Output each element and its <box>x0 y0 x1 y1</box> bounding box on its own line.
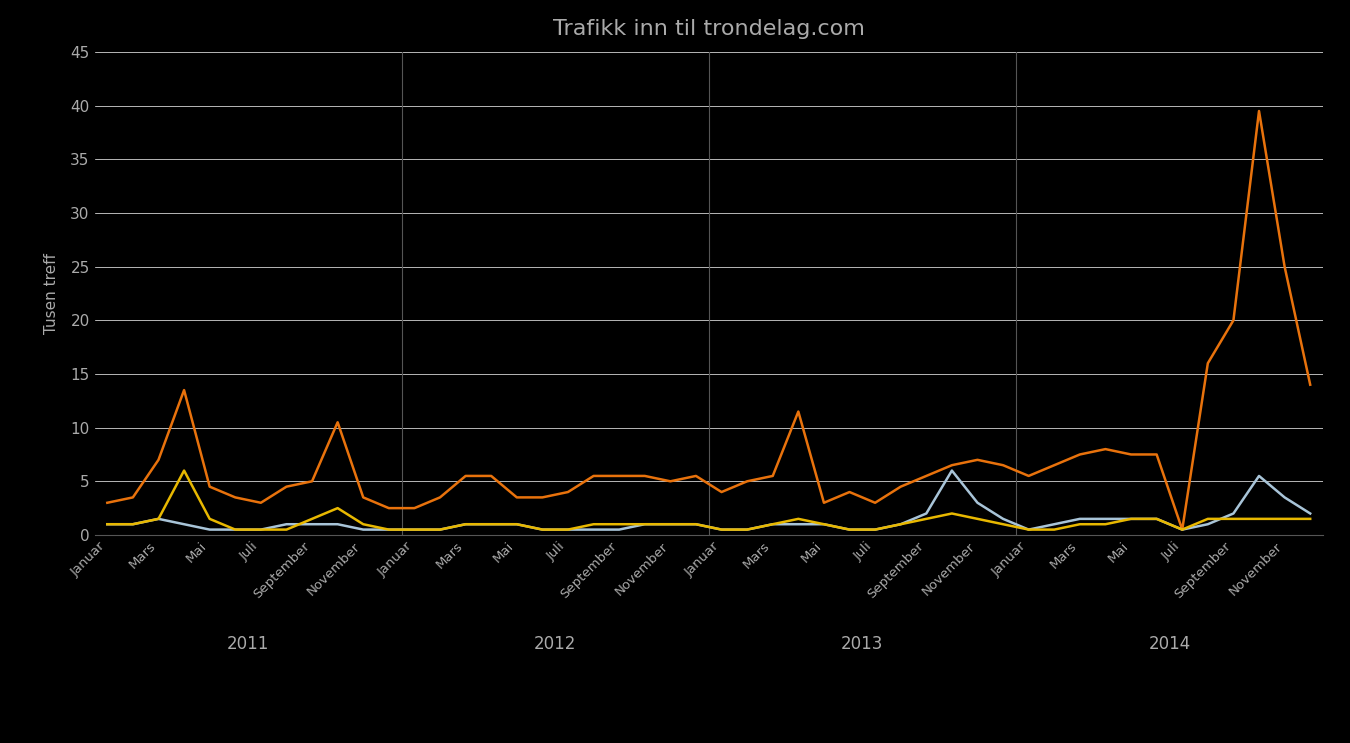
Title: Trafikk inn til trondelag.com: Trafikk inn til trondelag.com <box>552 19 865 39</box>
Text: 2014: 2014 <box>1149 635 1191 653</box>
Text: 2011: 2011 <box>227 635 269 653</box>
Y-axis label: Tusen treff: Tusen treff <box>45 253 59 334</box>
Text: 2013: 2013 <box>841 635 883 653</box>
Text: 2012: 2012 <box>535 635 576 653</box>
